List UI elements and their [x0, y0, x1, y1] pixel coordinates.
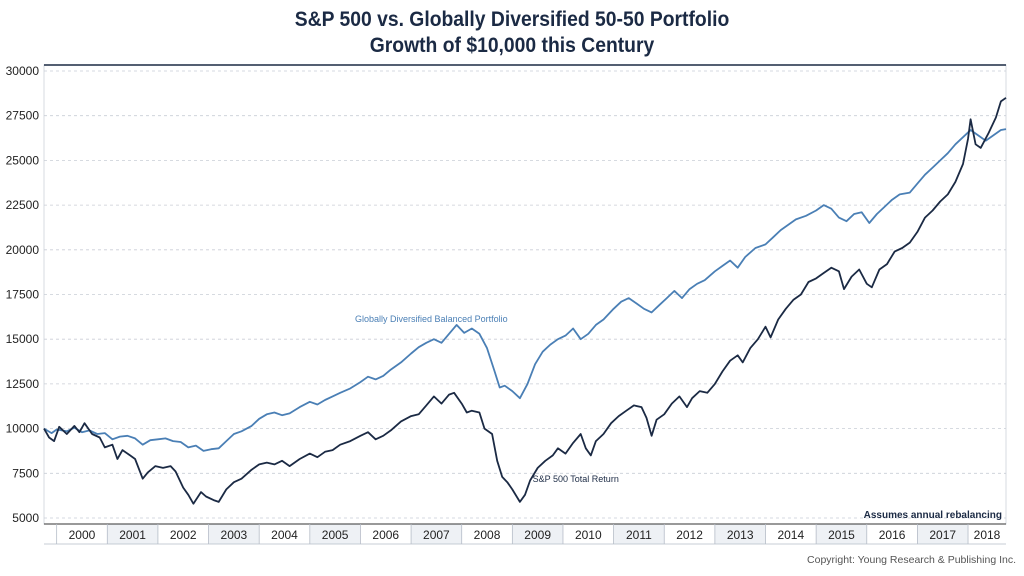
x-tick-label: 2007: [423, 528, 450, 542]
year-band: [411, 524, 462, 544]
x-tick-label: 2002: [170, 528, 197, 542]
chart-title: S&P 500 vs. Globally Diversified 50-50 P…: [294, 8, 730, 31]
x-tick-label: 2012: [676, 528, 703, 542]
x-tick-label: 2018: [974, 528, 1001, 542]
copyright-text: Copyright: Young Research & Publishing I…: [807, 554, 1016, 566]
x-tick-label: 2016: [879, 528, 906, 542]
series-label-sp500: S&P 500 Total Return: [533, 474, 619, 484]
year-band: [309, 524, 361, 544]
x-tick-label: 2013: [727, 528, 754, 542]
x-tick-label: 2005: [322, 528, 349, 542]
x-tick-label: 2003: [221, 528, 248, 542]
x-tick-label: 2006: [372, 528, 399, 542]
rebalancing-note: Assumes annual rebalancing: [864, 510, 1002, 521]
year-band: [917, 524, 969, 544]
y-tick-label: 20000: [6, 243, 40, 257]
x-axis: 2000 2001 2002 2003 2004 2005 2006 2007 2008 2009…: [44, 523, 1006, 545]
x-tick-label: 2009: [524, 528, 551, 542]
chart-subtitle: Growth of $10,000 this Century: [369, 34, 655, 57]
year-band: [512, 524, 563, 544]
y-tick-label: 25000: [6, 153, 40, 167]
x-tick-label: 2000: [69, 528, 96, 542]
x-tick-label: 2010: [575, 528, 602, 542]
series-line-1: [43, 97, 1007, 505]
year-band: [107, 524, 158, 544]
y-tick-label: 22500: [6, 198, 40, 212]
grid-lines: [43, 64, 1007, 525]
x-tick-label: 2014: [777, 528, 804, 542]
y-tick-label: 10000: [6, 422, 40, 436]
y-tick-label: 7500: [12, 466, 39, 480]
y-tick-label: 15000: [6, 332, 40, 346]
series-labels: Globally Diversified Balanced Portfolio S…: [355, 314, 619, 484]
series-label-balanced: Globally Diversified Balanced Portfolio: [355, 314, 508, 324]
y-tick-label: 30000: [6, 64, 40, 78]
year-band: [208, 524, 260, 544]
y-axis: 5000 7500 10000 12500 15000 17500 20000 22500 25…: [6, 64, 40, 525]
x-tick-label: 2004: [271, 528, 298, 542]
y-tick-label: 17500: [6, 288, 40, 302]
x-axis-bands: [107, 524, 969, 544]
x-tick-label: 2008: [474, 528, 501, 542]
year-band: [613, 524, 665, 544]
x-tick-label: 2001: [119, 528, 146, 542]
series-lines: [43, 97, 1007, 505]
x-tick-label: 2017: [929, 528, 956, 542]
x-tick-label: 2011: [626, 528, 652, 542]
series-line-0: [43, 128, 1007, 452]
y-tick-label: 12500: [6, 377, 40, 391]
y-tick-label: 5000: [12, 511, 39, 525]
year-band: [714, 524, 766, 544]
year-band: [816, 524, 867, 544]
y-tick-label: 27500: [6, 109, 40, 123]
x-tick-label: 2015: [828, 528, 855, 542]
